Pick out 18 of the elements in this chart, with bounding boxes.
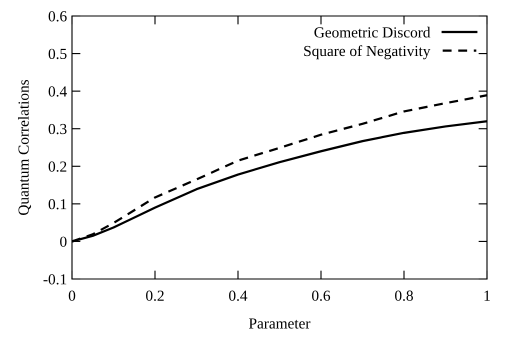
- y-tick-label: 0.4: [48, 86, 67, 97]
- x-tick-label: 0.4: [229, 290, 248, 301]
- y-tick-label: 0.6: [48, 11, 67, 22]
- y-tick-label: -0.1: [44, 274, 66, 285]
- y-tick-label: 0.2: [48, 161, 66, 172]
- x-tick-label: 1: [484, 290, 490, 301]
- y-tick-label: 0: [60, 236, 67, 247]
- x-tick-label: 0.2: [146, 290, 164, 301]
- legend-label: Square of Negativity: [304, 45, 430, 60]
- y-tick-label: 0.3: [48, 124, 67, 134]
- legend-label: Geometric Discord: [314, 26, 430, 38]
- x-tick-label: 0.8: [395, 290, 413, 301]
- x-axis-title: Parameter: [248, 318, 310, 329]
- x-tick-label: 0: [68, 290, 76, 301]
- y-tick-label: 0.5: [48, 48, 67, 60]
- y-axis-title: Quantum Correlations: [18, 80, 32, 215]
- x-tick-label: 0.6: [312, 290, 330, 301]
- y-tick-label: 0.1: [48, 199, 66, 210]
